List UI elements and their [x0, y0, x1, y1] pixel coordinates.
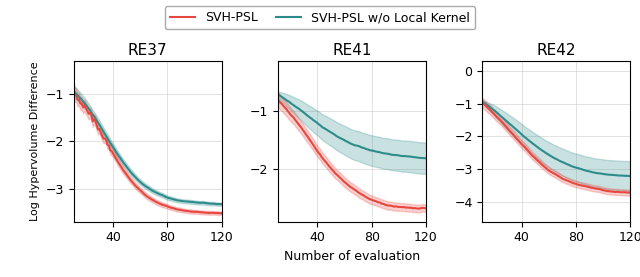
- Legend: SVH-PSL, SVH-PSL w/o Local Kernel: SVH-PSL, SVH-PSL w/o Local Kernel: [164, 6, 476, 29]
- Title: RE42: RE42: [536, 43, 576, 58]
- Title: RE41: RE41: [332, 43, 372, 58]
- Y-axis label: Log Hypervolume Difference: Log Hypervolume Difference: [30, 61, 40, 221]
- Title: RE37: RE37: [128, 43, 168, 58]
- X-axis label: Number of evaluation: Number of evaluation: [284, 250, 420, 263]
